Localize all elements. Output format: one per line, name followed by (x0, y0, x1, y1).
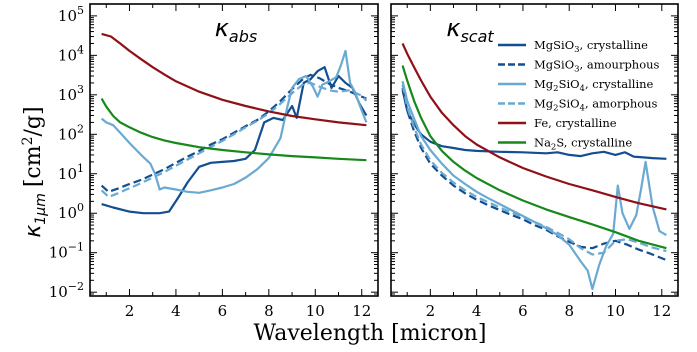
legend-label-mgsio3_amorph: MgSiO3, amourphous (534, 58, 660, 75)
y-tick-label: 10−1 (49, 241, 84, 262)
x-axis-label: Wavelength [micron] (254, 321, 487, 346)
series-line-mg2sio4_cryst (401, 81, 667, 291)
y-tick-label: 103 (58, 83, 84, 104)
x-tick-label: 6 (518, 302, 528, 320)
x-tick-label: 4 (472, 302, 482, 320)
panel-abs: 2 4 6 8 10 12 10−2 10−1 100 101 102 103 104 105 κabs (49, 3, 379, 320)
plot-frame (89, 3, 379, 297)
x-tick-label: 12 (352, 302, 371, 320)
x-tick-label: 10 (606, 302, 625, 320)
y-axis-label-unit-tail: /g] (21, 106, 46, 136)
y-tick-label: 105 (58, 4, 84, 25)
y-axis-label-unit-sup: 2 (20, 136, 36, 145)
series-line-mgsio3_cryst (401, 90, 667, 160)
x-tick-label: 2 (125, 302, 135, 320)
y-tick-label: 100 (58, 201, 84, 222)
panel-scat: 2 4 6 8 10 12 κscat (390, 3, 679, 320)
series-line-fe_cryst (101, 32, 367, 127)
panel-title: κabs (215, 14, 257, 46)
panel-title: κscat (446, 14, 494, 46)
y-axis-label-unit: [cm (21, 145, 46, 187)
legend: MgSiO3, crystalline MgSiO3, amourphous Mg2… (498, 38, 660, 153)
y-axis-label-subscript: 1μm (33, 193, 49, 224)
legend-label-na2s_cryst: Na2S, crystalline (534, 136, 632, 153)
x-tick-label: 8 (264, 302, 274, 320)
series-line-mg2sio4_amorph (100, 81, 368, 198)
x-tick-label: 8 (564, 302, 574, 320)
x-tick-label: 10 (306, 302, 325, 320)
legend-label-mgsio3_cryst: MgSiO3, crystalline (534, 38, 648, 55)
series-line-mg2sio4_cryst (100, 49, 368, 194)
y-tick-label: 102 (58, 122, 84, 143)
series-line-mgsio3_amorph (401, 87, 667, 262)
y-axis-label: κ1μm [cm2/g] (20, 106, 49, 237)
x-tick-label: 12 (652, 302, 671, 320)
x-tick-label: 2 (426, 302, 436, 320)
x-tick-label: 6 (218, 302, 228, 320)
legend-label-fe_cryst: Fe, crystalline (534, 116, 617, 130)
y-tick-label: 104 (58, 43, 84, 64)
series-line-mgsio3_cryst (101, 66, 368, 215)
series-line-na2s_cryst (100, 98, 367, 162)
y-tick-label: 101 (58, 162, 84, 183)
series-line-fe_cryst (401, 43, 667, 211)
x-tick-label: 4 (171, 302, 181, 320)
legend-label-mg2sio4_amorph: Mg2SiO4, amorphous (534, 97, 658, 114)
y-axis-label-symbol: κ (21, 225, 46, 238)
series-line-na2s_cryst (401, 65, 667, 250)
y-tick-label: 10−2 (49, 280, 84, 301)
legend-label-mg2sio4_cryst: Mg2SiO4, crystalline (534, 77, 654, 94)
